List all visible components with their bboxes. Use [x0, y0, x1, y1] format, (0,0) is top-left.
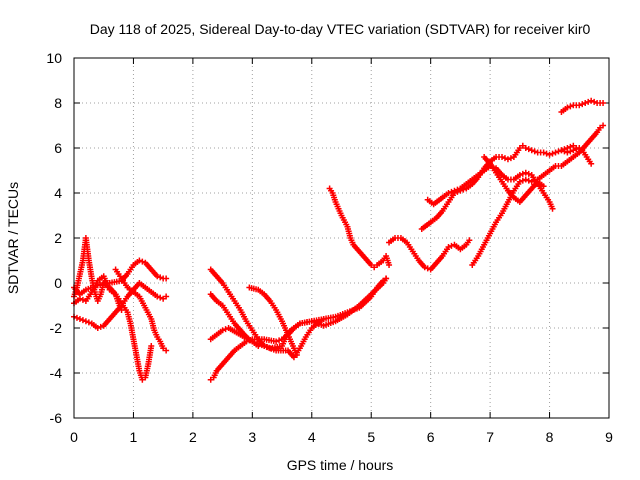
- y-axis-label: SDTVAR / TECUs: [5, 182, 21, 294]
- plot-frame: [73, 57, 610, 419]
- y-tick-label: 4: [54, 185, 62, 201]
- x-tick-label: 8: [546, 429, 554, 445]
- data-point-markers: [481, 154, 547, 205]
- series-arc-10: [246, 284, 300, 358]
- data-point-markers: [558, 97, 607, 115]
- x-tick-label: 2: [189, 429, 197, 445]
- series-arc-19: [558, 97, 607, 115]
- data-point-markers: [207, 291, 262, 349]
- series-arc-12: [326, 185, 393, 271]
- x-tick-label: 0: [70, 429, 78, 445]
- series-arc-11: [308, 275, 390, 329]
- y-tick-label: -2: [50, 320, 63, 336]
- series-arc-9: [207, 291, 262, 349]
- x-tick-label: 4: [308, 429, 316, 445]
- x-tick-label: 3: [248, 429, 256, 445]
- chart-title: Day 118 of 2025, Sidereal Day-to-day VTE…: [90, 21, 591, 37]
- data-point-markers: [112, 266, 170, 354]
- y-tick-label: 6: [54, 140, 62, 156]
- series-arc-17: [481, 154, 547, 205]
- data-point-markers: [246, 284, 300, 358]
- y-tick-label: -6: [50, 410, 63, 426]
- data-points: [71, 97, 607, 383]
- series-arc-15: [424, 163, 556, 212]
- y-tick-label: 8: [54, 95, 62, 111]
- x-tick-label: 7: [486, 429, 494, 445]
- y-tick-label: 0: [54, 275, 62, 291]
- series-arc-5: [112, 266, 170, 354]
- data-point-markers: [558, 145, 595, 167]
- data-point-markers: [424, 163, 556, 212]
- y-tick-label: 2: [54, 230, 62, 246]
- x-tick-label: 1: [130, 429, 138, 445]
- data-point-markers: [386, 235, 473, 273]
- y-tick-label: -4: [50, 365, 63, 381]
- x-axis-label: GPS time / hours: [287, 457, 394, 473]
- grid: [74, 58, 609, 418]
- series-arc-13: [386, 235, 473, 273]
- data-point-markers: [308, 275, 390, 329]
- x-tick-label: 6: [427, 429, 435, 445]
- y-tick-label: 10: [46, 50, 62, 66]
- x-tick-label: 9: [605, 429, 613, 445]
- data-point-markers: [326, 185, 393, 271]
- axis-ticks: 0 1 2 3 4 5 6 7 8 9 -6 -4 -2 0 2 4 6 8 10: [46, 50, 613, 445]
- series-arc-18: [558, 145, 595, 167]
- x-tick-label: 5: [367, 429, 375, 445]
